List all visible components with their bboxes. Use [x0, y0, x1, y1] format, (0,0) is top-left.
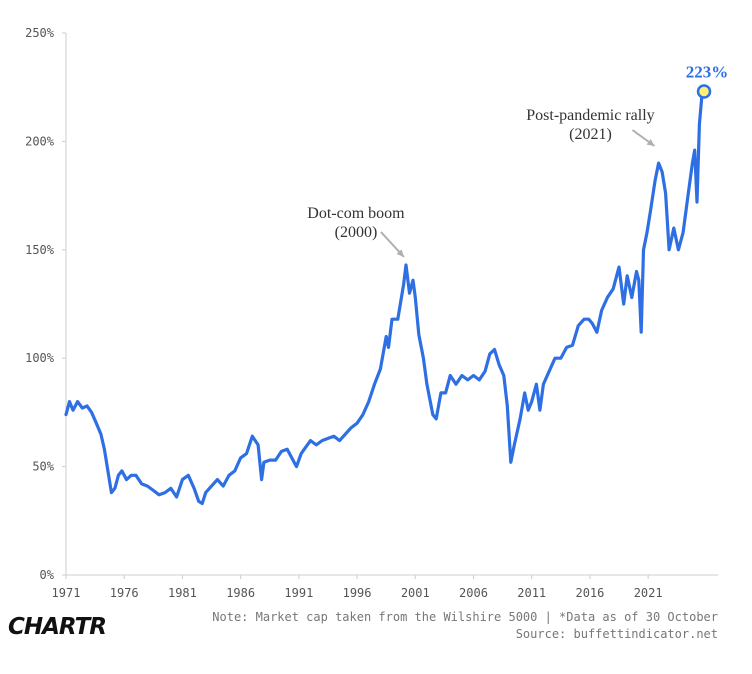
footer-source: Source: buffettindicator.net [515, 627, 718, 641]
pandemic-label: Post-pandemic rally [526, 107, 654, 124]
chart-svg: 0%50%100%150%200%250% 1971 1976 1981 1986 19… [25, 26, 729, 600]
x-tick-label: 2011 [517, 586, 546, 600]
end-value-label: 223% [686, 63, 729, 82]
y-tick-label: 50% [32, 460, 54, 474]
y-axis: 0% 50% 100% 150% 200% 250% [25, 26, 67, 582]
dotcom-year-label: (2000) [335, 224, 378, 241]
x-tick-label: 1971 [52, 586, 81, 600]
series-layer: 223% [64, 63, 729, 506]
y-tick-label: 200% [25, 134, 55, 148]
pandemic-year-label: (2021) [569, 126, 612, 143]
x-tick-label: 2016 [575, 586, 604, 600]
x-tick-label: 1991 [284, 586, 313, 600]
end-point-marker [696, 84, 712, 99]
x-tick-label: 1986 [226, 586, 255, 600]
x-tick-label: 2021 [634, 586, 663, 600]
y-tick-label: 150% [25, 243, 55, 257]
dotcom-arrow-head [396, 249, 404, 257]
y-tick-label: 100% [25, 351, 55, 365]
annotations-layer: Dot-com boom (2000) Post-pandemic rally (20… [307, 107, 656, 258]
x-tick-label: 1976 [110, 586, 139, 600]
dotcom-label: Dot-com boom [307, 205, 405, 222]
x-tick-label: 1981 [168, 586, 197, 600]
series-line [64, 89, 706, 506]
x-axis: 1971 1976 1981 1986 1991 1996 2001 2006 2011 2016… [52, 574, 718, 600]
x-tick-label: 2001 [401, 586, 430, 600]
x-tick-label: 2006 [459, 586, 488, 600]
pandemic-arrow-head [646, 138, 655, 146]
chartr-logo: CHARTR [8, 614, 107, 640]
y-tick-label: 250% [25, 26, 55, 40]
y-tick-label: 0% [40, 568, 55, 582]
footer-note: Note: Market cap taken from the Wilshire… [212, 610, 718, 624]
x-tick-label: 1996 [343, 586, 372, 600]
